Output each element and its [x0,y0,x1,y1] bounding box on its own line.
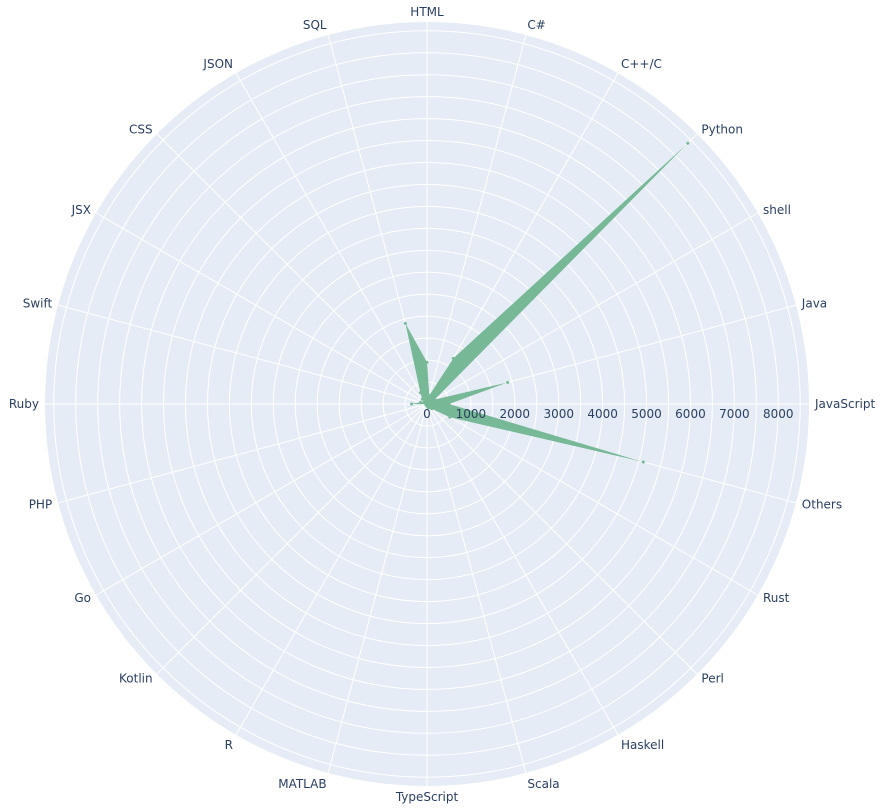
angular-gridline [426,403,759,596]
angular-gridline [235,72,428,405]
data-point-css [420,397,424,401]
data-point-haskell [427,406,431,410]
data-point-perl [430,407,434,411]
angular-tick-label: TypeScript [395,790,459,804]
data-point-sql [403,321,407,325]
angular-tick-label: Perl [701,671,723,685]
radial-tick-label: 2000 [500,407,531,421]
data-point-jsx [422,400,426,404]
radial-tick-label: 7000 [719,407,750,421]
data-point-ruby [410,402,414,406]
angular-tick-label: Java [801,297,827,311]
angular-tick-label: R [225,738,233,752]
radial-tick-label: 8000 [763,407,794,421]
angular-gridline [426,72,619,405]
angular-tick-label: Others [802,497,842,511]
data-point-python [686,141,690,145]
data-point-c-c [451,356,455,360]
angular-tick-label: Ruby [9,397,39,411]
angular-gridline [426,403,698,675]
angular-tick-label: JSON [202,57,233,71]
data-point-javascript [447,402,451,406]
angular-tick-label: shell [763,203,791,217]
angular-tick-label: C# [527,18,545,32]
data-point-html [425,360,429,364]
angular-gridline [57,403,428,504]
angular-tick-label: Rust [763,591,790,605]
radial-tick-label: 0 [423,407,431,421]
angular-tick-label: Swift [23,297,53,311]
angular-gridline [426,403,527,774]
radial-tick-label: 5000 [631,407,662,421]
angular-gridline [95,403,428,596]
angular-gridline [57,304,428,405]
angular-tick-label: JavaScript [814,397,875,411]
angular-gridline [426,403,619,736]
series-layer [403,141,690,464]
grid-layer [45,22,809,786]
radial-tick-label: 3000 [543,407,574,421]
data-point-rust [448,415,452,419]
angular-tick-label: Haskell [621,738,664,752]
angular-tick-label: JSX [71,203,91,217]
angular-tick-label: HTML [410,5,444,19]
radial-tick-label: 6000 [675,407,706,421]
angular-gridline [426,212,759,405]
angular-tick-label: Go [74,591,91,605]
angular-tick-label: Kotlin [119,671,153,685]
angular-tick-label: Scala [527,777,559,791]
angular-gridline [156,133,428,405]
data-point-json [418,391,422,395]
angular-gridline [426,34,527,405]
angular-gridline [235,403,428,736]
radial-tick-labels: 0 1000 2000 3000 4000 5000 6000 7000 8000 [423,407,793,421]
angular-tick-label: SQL [303,18,327,32]
data-point-java [506,380,510,384]
data-point-shell [433,398,437,402]
radial-tick-label: 1000 [456,407,487,421]
angular-gridline [327,403,428,774]
angular-tick-label: MATLAB [278,777,326,791]
data-point-others [641,460,645,464]
angular-tick-label: C++/C [621,57,662,71]
angular-tick-labels: JavaScript Java shell Python C++/C C# HTML SQL J… [9,5,876,804]
data-point-c- [427,394,431,397]
radial-tick-label: 4000 [587,407,618,421]
angular-tick-label: CSS [129,123,153,137]
angular-tick-label: Python [701,123,743,137]
angular-gridline [95,212,428,405]
angular-gridline [156,403,428,675]
angular-tick-label: PHP [29,497,53,511]
data-point-swift [419,400,423,404]
